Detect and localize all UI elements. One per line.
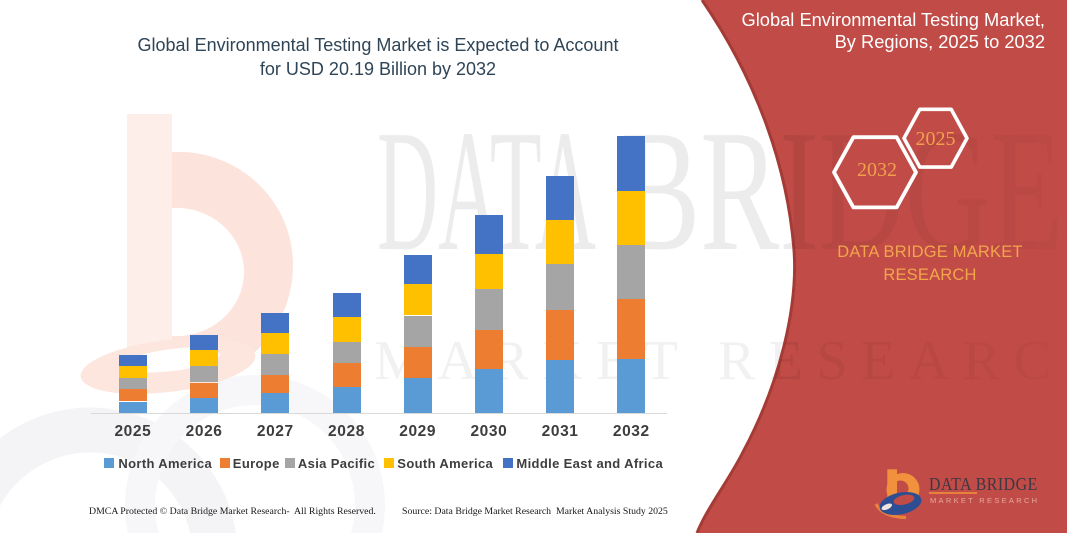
svg-text:MARKET RESEARCH: MARKET RESEARCH <box>374 330 1067 392</box>
svg-text:DATA: DATA <box>377 94 596 287</box>
